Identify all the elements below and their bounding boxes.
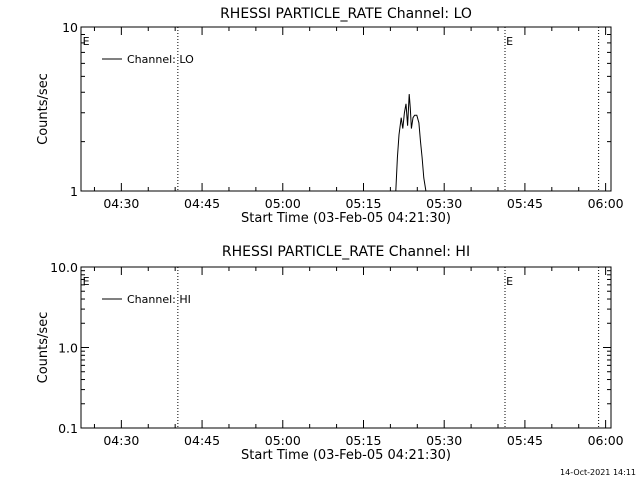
footer-timestamp: 14-Oct-2021 14:11 (560, 468, 636, 477)
y-tick-label: 0.1 (58, 421, 78, 436)
event-marker: E (506, 275, 513, 288)
x-tick-label: 05:30 (426, 196, 462, 211)
y-tick-label: 10 (62, 20, 78, 35)
x-tick-label: 06:00 (588, 196, 624, 211)
y-tick-label: 1.0 (58, 341, 78, 356)
event-marker: E (506, 35, 513, 48)
x-tick-label: 06:00 (588, 433, 624, 448)
plot-frame (80, 26, 612, 192)
x-tick-label: 05:45 (507, 196, 543, 211)
chart-title: RHESSI PARTICLE_RATE Channel: LO (220, 6, 472, 22)
x-tick-label: 04:45 (184, 433, 220, 448)
event-marker: E (83, 275, 90, 288)
x-tick-label: 05:15 (345, 433, 381, 448)
x-axis-label: Start Time (03-Feb-05 04:21:30) (241, 448, 451, 463)
x-tick-label: 05:00 (265, 433, 301, 448)
panel-lo: RHESSI PARTICLE_RATE Channel: LO 1 10 04:30… (36, 6, 624, 226)
y-axis-label: Counts/sec (36, 312, 51, 384)
x-tick-label: 05:00 (265, 196, 301, 211)
plot-frame (80, 266, 612, 429)
legend-entry: Channel: HI (127, 293, 191, 306)
series-line (395, 94, 427, 192)
x-axis-label: Start Time (03-Feb-05 04:21:30) (241, 211, 451, 226)
chart-title: RHESSI PARTICLE_RATE Channel: HI (222, 244, 470, 260)
panel-hi: RHESSI PARTICLE_RATE Channel: HI 0.1 1.0 10… (36, 244, 624, 463)
event-marker: E (83, 35, 90, 48)
y-axis-label: Counts/sec (36, 73, 51, 145)
x-tick-label: 05:30 (426, 433, 462, 448)
x-tick-label: 05:45 (507, 433, 543, 448)
y-tick-label: 1 (70, 184, 78, 199)
legend-entry: Channel: LO (127, 53, 194, 66)
x-tick-label: 05:15 (345, 196, 381, 211)
x-tick-label: 04:30 (103, 433, 139, 448)
x-tick-label: 04:45 (184, 196, 220, 211)
x-tick-label: 04:30 (103, 196, 139, 211)
y-tick-label: 10.0 (50, 260, 78, 275)
